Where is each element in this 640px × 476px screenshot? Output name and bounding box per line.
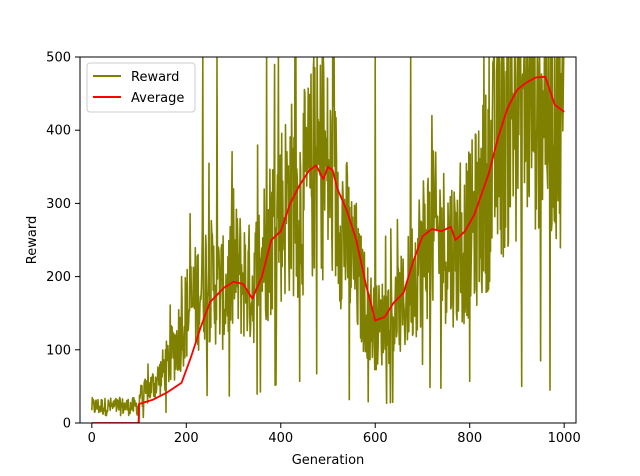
plot-area: 0 200 400 600 800 1000 0 100 200 300 400 500 <box>46 51 581 447</box>
y-tick-label-0: 0 <box>63 417 71 432</box>
y-tick-label-500: 500 <box>46 51 71 66</box>
y-tick-label-400: 400 <box>46 124 71 139</box>
x-tick-label-1000: 1000 <box>548 431 581 446</box>
x-tick-label-400: 400 <box>268 431 293 446</box>
y-tick-label-100: 100 <box>46 343 71 358</box>
x-tick-label-800: 800 <box>457 431 482 446</box>
series-line-reward <box>91 57 565 423</box>
x-axis-label: Generation <box>292 453 365 468</box>
series-group <box>91 57 565 423</box>
x-tick-label-600: 600 <box>363 431 388 446</box>
y-tick-label-200: 200 <box>46 270 71 285</box>
legend-label-reward: Reward <box>131 70 179 85</box>
y-axis-label: Reward <box>25 216 40 264</box>
legend-label-average: Average <box>131 91 184 106</box>
y-tick-label-300: 300 <box>46 197 71 212</box>
x-tick-label-200: 200 <box>174 431 199 446</box>
x-tick-label-0: 0 <box>88 431 96 446</box>
legend: Reward Average <box>86 62 196 113</box>
series-line-average <box>91 75 565 423</box>
axes-frame <box>79 56 577 424</box>
